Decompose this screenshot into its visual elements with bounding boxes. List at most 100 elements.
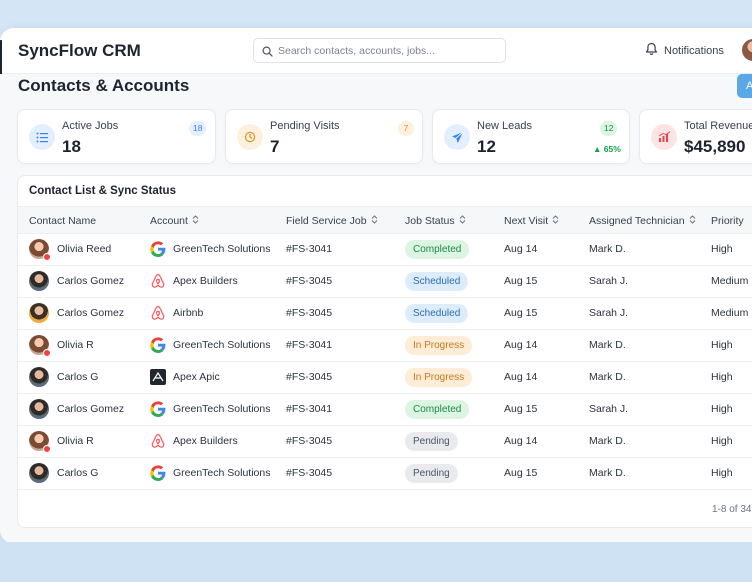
search-box[interactable]: [253, 38, 506, 63]
contact-avatar: [29, 303, 49, 323]
table-row[interactable]: Carlos Gomez GreenTech Solutions #FS-3041 C…: [18, 394, 752, 426]
account-name[interactable]: GreenTech Solutions: [173, 243, 271, 255]
priority: High: [711, 371, 733, 383]
next-visit: Aug 15: [504, 307, 538, 319]
account-name[interactable]: Airbnb: [173, 307, 204, 319]
airbnb-logo-icon: [150, 433, 166, 449]
col-field-service-job[interactable]: Field Service Job: [286, 215, 378, 227]
col-priority[interactable]: Priority: [711, 215, 744, 227]
contact-avatar: [29, 431, 51, 453]
table-row[interactable]: Olivia R Apex Builders #FS-3045 Pending Aug …: [18, 426, 752, 458]
stat-badge: 18: [189, 121, 207, 136]
search-icon: [262, 44, 273, 62]
google-logo-icon: [150, 241, 166, 257]
table-row[interactable]: Carlos G Apex Apic #FS-3045 In Progress Aug …: [18, 362, 752, 394]
job-id[interactable]: #FS-3041: [286, 243, 333, 255]
sort-icon: [689, 215, 696, 227]
notifications-label: Notifications: [664, 44, 724, 57]
job-id[interactable]: #FS-3041: [286, 339, 333, 351]
stat-card-pending-visits[interactable]: Pending Visits 7 7: [225, 109, 423, 164]
next-visit: Aug 15: [504, 403, 538, 415]
next-visit: Aug 15: [504, 467, 538, 479]
account-name[interactable]: Apex Builders: [173, 275, 238, 287]
contact-name[interactable]: Olivia Reed: [57, 243, 112, 255]
assigned-technician: Mark D.: [589, 467, 626, 479]
next-visit: Aug 14: [504, 339, 538, 351]
sort-icon: [459, 215, 466, 227]
stat-label: New Leads: [477, 120, 533, 132]
col-contact-name[interactable]: Contact Name: [29, 215, 97, 227]
contact-name[interactable]: Carlos G: [57, 467, 99, 479]
stat-card-total-revenue[interactable]: Total Revenue $45,890: [639, 109, 752, 164]
stat-card-new-leads[interactable]: New Leads 12 12 ▲ 65%: [432, 109, 630, 164]
table-row[interactable]: Olivia Reed GreenTech Solutions #FS-3041 Co…: [18, 234, 752, 266]
job-status-badge: Pending: [405, 464, 458, 483]
table-row[interactable]: Carlos Gomez Airbnb #FS-3045 Scheduled Aug 1…: [18, 298, 752, 330]
priority: Medium: [711, 307, 749, 319]
stat-label: Total Revenue: [684, 120, 752, 132]
job-status-badge: Pending: [405, 432, 458, 451]
contact-name[interactable]: Olivia R: [57, 339, 94, 351]
job-id[interactable]: #FS-3045: [286, 435, 333, 447]
account-name[interactable]: GreenTech Solutions: [173, 467, 271, 479]
dark-logo-icon: [150, 369, 166, 385]
contact-name[interactable]: Carlos Gomez: [57, 307, 125, 319]
pagination-info: 1-8 of 34: [712, 504, 752, 515]
col-account[interactable]: Account: [150, 215, 199, 227]
trend-value: 65%: [603, 144, 621, 154]
stat-label: Active Jobs: [62, 120, 119, 132]
contact-avatar: [29, 463, 49, 483]
search-input[interactable]: [278, 41, 498, 60]
stat-value: 12: [477, 137, 496, 156]
stat-value: 7: [270, 137, 280, 156]
job-status-badge: Completed: [405, 400, 470, 419]
priority: High: [711, 467, 733, 479]
table-row[interactable]: Carlos G GreenTech Solutions #FS-3045 Pendi…: [18, 458, 752, 490]
next-visit: Aug 15: [504, 275, 538, 287]
assigned-technician: Mark D.: [589, 371, 626, 383]
panel-title: Contact List & Sync Status: [29, 185, 176, 197]
sort-icon: [371, 215, 378, 227]
account-name[interactable]: GreenTech Solutions: [173, 339, 271, 351]
priority: High: [711, 403, 733, 415]
clock-icon: [237, 124, 263, 150]
trend-up-icon: ▲: [593, 144, 602, 154]
notifications-button[interactable]: Notifications: [645, 42, 724, 59]
stat-trend: ▲ 65%: [593, 144, 621, 154]
contact-avatar: [29, 239, 51, 261]
job-status-badge: Scheduled: [405, 304, 469, 323]
contact-name[interactable]: Carlos G: [57, 371, 99, 383]
airbnb-logo-icon: [150, 273, 166, 289]
airbnb-logo-icon: [150, 305, 166, 321]
job-id[interactable]: #FS-3045: [286, 371, 333, 383]
account-name[interactable]: Apex Apic: [173, 371, 220, 383]
table-row[interactable]: Olivia R GreenTech Solutions #FS-3041 In Pr…: [18, 330, 752, 362]
stat-card-active-jobs[interactable]: Active Jobs 18 18: [17, 109, 216, 164]
job-id[interactable]: #FS-3045: [286, 307, 333, 319]
col-next-visit[interactable]: Next Visit: [504, 215, 559, 227]
user-avatar[interactable]: [742, 39, 752, 61]
account-name[interactable]: Apex Builders: [173, 435, 238, 447]
job-status-badge: In Progress: [405, 368, 473, 387]
job-status-badge: In Progress: [405, 336, 473, 355]
assigned-technician: Mark D.: [589, 243, 626, 255]
contact-name[interactable]: Olivia R: [57, 435, 94, 447]
col-job-status[interactable]: Job Status: [405, 215, 466, 227]
google-logo-icon: [150, 465, 166, 481]
priority: High: [711, 339, 733, 351]
job-id[interactable]: #FS-3045: [286, 467, 333, 479]
google-logo-icon: [150, 401, 166, 417]
job-id[interactable]: #FS-3041: [286, 403, 333, 415]
account-name[interactable]: GreenTech Solutions: [173, 403, 271, 415]
next-visit: Aug 14: [504, 371, 538, 383]
next-visit: Aug 14: [504, 243, 538, 255]
app-logo-text[interactable]: SyncFlow CRM: [18, 41, 141, 60]
contact-avatar: [29, 399, 49, 419]
contact-name[interactable]: Carlos Gomez: [57, 403, 125, 415]
contact-name[interactable]: Carlos Gomez: [57, 275, 125, 287]
priority: High: [711, 435, 733, 447]
table-row[interactable]: Carlos Gomez Apex Builders #FS-3045 Schedul…: [18, 266, 752, 298]
col-assigned-technician[interactable]: Assigned Technician: [589, 215, 696, 227]
add-button[interactable]: A: [737, 74, 752, 98]
job-id[interactable]: #FS-3045: [286, 275, 333, 287]
